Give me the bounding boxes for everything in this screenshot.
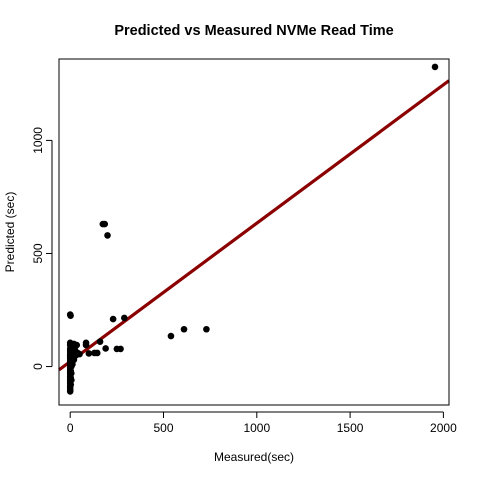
data-point (68, 370, 75, 377)
y-axis-label: Predicted (sec) (3, 192, 17, 273)
fit-line (58, 79, 450, 372)
x-tick-label: 2000 (430, 421, 457, 435)
x-tick-label: 0 (67, 421, 74, 435)
y-tick-label: 500 (31, 243, 45, 263)
data-point (203, 325, 210, 333)
points-layer (66, 63, 439, 395)
y-tick-label: 0 (31, 363, 45, 370)
x-tick-label: 1000 (243, 421, 270, 435)
x-axis: 0 500 1000 1500 2000 (67, 411, 457, 435)
fit-line-layer (58, 79, 450, 372)
y-axis: 0 500 1000 (31, 127, 53, 370)
data-point (66, 388, 74, 395)
data-point (68, 363, 75, 370)
plot-frame (58, 58, 450, 406)
data-point (104, 232, 111, 239)
data-point (180, 325, 188, 333)
x-tick-label: 1500 (337, 421, 364, 435)
data-point (68, 376, 75, 384)
data-point (85, 350, 93, 357)
x-axis-label: Measured(sec) (214, 450, 294, 464)
data-point (68, 356, 75, 364)
y-tick-label: 1000 (31, 127, 45, 154)
data-point (167, 332, 175, 340)
data-point (96, 338, 104, 345)
data-point (101, 220, 109, 228)
data-point (117, 345, 124, 353)
chart-title: Predicted vs Measured NVMe Read Time (114, 23, 393, 39)
data-point (431, 63, 439, 71)
data-point (82, 341, 90, 349)
data-point (67, 312, 74, 319)
data-point (102, 345, 109, 352)
data-point (109, 315, 117, 323)
data-point (121, 314, 128, 322)
data-point (93, 349, 101, 357)
data-point (68, 350, 75, 358)
x-tick-label: 500 (153, 421, 173, 435)
